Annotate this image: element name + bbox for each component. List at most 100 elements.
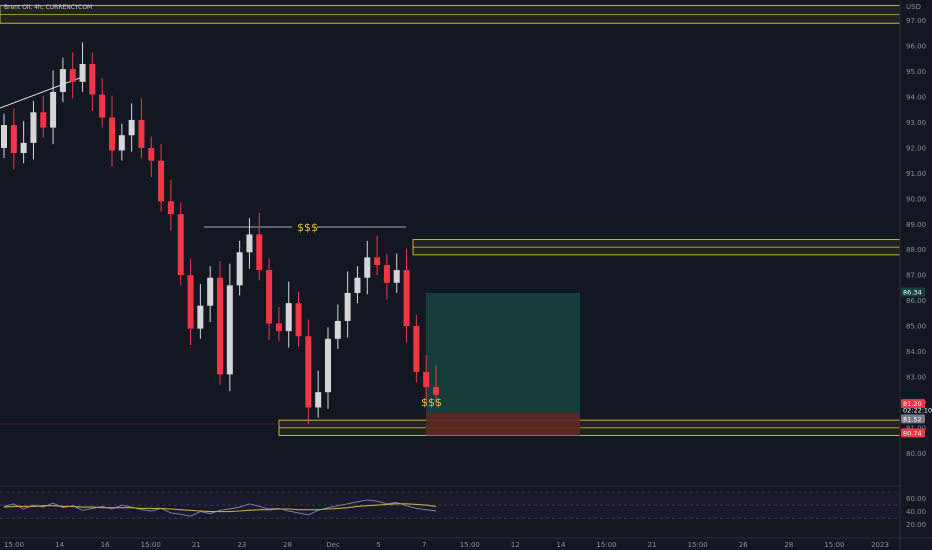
x-tick-label: 7 bbox=[422, 541, 426, 549]
price-tags: 86.34 81.20 81.52 80.74 02:22:10 bbox=[901, 287, 932, 438]
candle-body bbox=[69, 69, 76, 82]
candle-body bbox=[30, 112, 37, 143]
price-tag bbox=[901, 287, 925, 297]
candle-body bbox=[10, 125, 17, 154]
candle-body bbox=[187, 275, 194, 329]
y-tick-label: 90.00 bbox=[906, 195, 926, 203]
x-tick-label: 15:00 bbox=[460, 541, 480, 549]
y-tick-label: 87.00 bbox=[906, 272, 926, 280]
bar-timer: 02:22:10 bbox=[903, 407, 932, 415]
time-axis[interactable]: 15:00 14 16 15:00 21 23 28 Dec 5 7 15:00 12 14 15:00 2… bbox=[0, 537, 932, 549]
candle-body bbox=[89, 63, 96, 95]
y-tick-label: 93.00 bbox=[906, 119, 926, 127]
y-tick-label: 84.00 bbox=[906, 348, 926, 356]
rsi-tick-label: 20.00 bbox=[906, 521, 926, 529]
x-tick-label: 12 bbox=[511, 541, 520, 549]
y-tick-label: 85.00 bbox=[906, 323, 926, 331]
candle-body bbox=[423, 371, 430, 388]
candle-body bbox=[325, 338, 331, 393]
candle-body bbox=[217, 277, 223, 375]
long-position-tool[interactable] bbox=[426, 292, 580, 436]
trendlines bbox=[0, 75, 900, 425]
y-tick-label: 92.00 bbox=[906, 144, 926, 152]
x-tick-label: 5 bbox=[376, 541, 380, 549]
candles bbox=[1, 42, 439, 425]
candle-body bbox=[344, 292, 351, 321]
candle-body bbox=[158, 160, 165, 202]
candle-body bbox=[315, 392, 322, 408]
candle-body bbox=[334, 320, 341, 339]
candle-body bbox=[1, 125, 7, 148]
x-tick-label: 14 bbox=[55, 541, 64, 549]
symbol-title: Brent Oil, 4h, CURRENCYCOM bbox=[4, 4, 92, 11]
candle-body bbox=[50, 91, 57, 128]
x-tick-label: 21 bbox=[192, 541, 201, 549]
candle-body bbox=[138, 119, 145, 148]
price-tag-label: 81.20 bbox=[903, 400, 922, 408]
candle-body bbox=[226, 285, 233, 375]
y-tick-label: 81.00 bbox=[906, 424, 926, 432]
candle-body bbox=[207, 277, 214, 306]
rsi-line bbox=[3, 499, 437, 517]
x-tick-label: 15:00 bbox=[688, 541, 708, 549]
candle-body bbox=[374, 257, 381, 265]
candle-body bbox=[295, 303, 302, 337]
candle-body bbox=[148, 147, 155, 161]
candle-body bbox=[246, 234, 253, 253]
candle-body bbox=[20, 142, 27, 154]
y-tick-label: 96.00 bbox=[906, 43, 926, 51]
price-tag-label: 80.74 bbox=[903, 429, 922, 437]
y-tick-label: 88.00 bbox=[906, 246, 926, 254]
x-tick-label: 15:00 bbox=[596, 541, 616, 549]
price-tag bbox=[901, 414, 925, 424]
liquidity-label-high: $$$ bbox=[297, 221, 318, 234]
candle-body bbox=[305, 336, 312, 408]
candle-body bbox=[433, 387, 439, 395]
candle-body bbox=[236, 252, 243, 286]
candle-body bbox=[128, 119, 135, 136]
x-tick-label: 23 bbox=[237, 541, 246, 549]
y-tick-label: 91.00 bbox=[906, 170, 926, 178]
candle-body bbox=[383, 264, 390, 283]
candle-body bbox=[403, 270, 410, 327]
rsi-tick-label: 40.00 bbox=[906, 508, 926, 516]
candle-body bbox=[354, 277, 361, 293]
x-tick-label: 21 bbox=[648, 541, 657, 549]
candle-body bbox=[59, 69, 66, 92]
x-tick-label: 2023 bbox=[871, 541, 889, 549]
candle-body bbox=[393, 270, 400, 283]
y-tick-label: 86.00 bbox=[906, 297, 926, 305]
price-axis[interactable]: 97.00 96.00 95.00 94.00 93.00 92.00 91.00 90.00… bbox=[899, 0, 926, 550]
candle-body bbox=[40, 112, 47, 128]
price-tag-label: 81.52 bbox=[903, 415, 922, 423]
candle-body bbox=[197, 305, 204, 329]
candle-body bbox=[118, 135, 125, 151]
x-tick-label: 15:00 bbox=[824, 541, 844, 549]
candle-body bbox=[364, 257, 371, 278]
x-tick-label: 28 bbox=[283, 541, 292, 549]
y-tick-label: 97.00 bbox=[906, 17, 926, 25]
x-tick-label: Dec bbox=[326, 541, 340, 549]
candle-body bbox=[79, 63, 86, 82]
candle-body bbox=[256, 234, 263, 271]
x-tick-label: 16 bbox=[101, 541, 110, 549]
x-tick-label: 26 bbox=[739, 541, 748, 549]
candle-body bbox=[99, 94, 106, 118]
x-tick-label: 15:00 bbox=[141, 541, 161, 549]
y-tick-label: 80.00 bbox=[906, 450, 926, 458]
y-tick-label: 83.00 bbox=[906, 373, 926, 381]
candle-body bbox=[266, 270, 273, 324]
rsi-panel bbox=[0, 485, 900, 519]
rsi-ma-line bbox=[3, 503, 437, 513]
liquidity-label-low: $$$ bbox=[421, 396, 442, 409]
y-tick-label: 94.00 bbox=[906, 94, 926, 102]
price-tag bbox=[901, 399, 925, 409]
candle-body bbox=[413, 326, 420, 372]
candle-body bbox=[275, 323, 282, 332]
target-area bbox=[426, 292, 580, 413]
candle-body bbox=[177, 214, 184, 276]
y-tick-label: 89.00 bbox=[906, 221, 926, 229]
candle-body bbox=[167, 201, 174, 215]
